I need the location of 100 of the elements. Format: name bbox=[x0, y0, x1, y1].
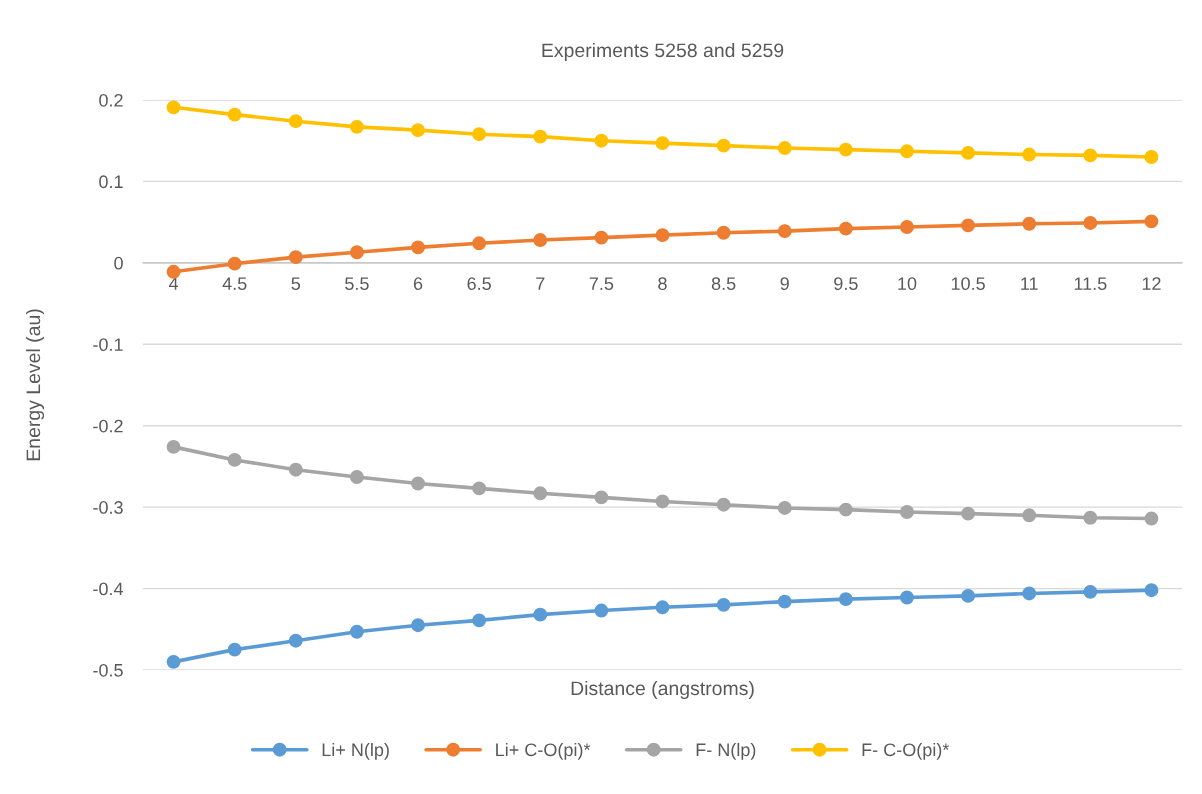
point bbox=[961, 506, 976, 521]
point bbox=[1144, 214, 1159, 229]
y-tick-label: -0.1 bbox=[93, 338, 123, 352]
point bbox=[411, 123, 425, 138]
x-tick-label: 8 bbox=[658, 277, 667, 291]
point bbox=[1144, 583, 1159, 598]
point bbox=[1022, 147, 1037, 162]
point bbox=[594, 230, 609, 245]
point bbox=[349, 624, 364, 639]
point bbox=[349, 119, 364, 134]
y-tick-label: -0.2 bbox=[93, 419, 123, 433]
point bbox=[716, 138, 731, 153]
point bbox=[777, 141, 792, 155]
point bbox=[166, 264, 181, 279]
point bbox=[716, 225, 731, 240]
point bbox=[472, 481, 487, 496]
x-tick-label: 10.5 bbox=[951, 277, 985, 291]
x-tick-label: 6 bbox=[413, 277, 423, 291]
point bbox=[716, 597, 731, 612]
point bbox=[838, 592, 853, 607]
point bbox=[166, 654, 181, 669]
point bbox=[655, 228, 670, 243]
point bbox=[1144, 511, 1159, 526]
point bbox=[716, 497, 731, 512]
point bbox=[411, 476, 425, 491]
x-tick-label: 9 bbox=[780, 277, 789, 291]
point bbox=[349, 470, 364, 484]
point bbox=[227, 256, 242, 271]
point bbox=[472, 236, 487, 251]
point bbox=[166, 100, 181, 115]
y-tick-label: -0.4 bbox=[93, 582, 124, 596]
point bbox=[1083, 584, 1098, 599]
x-tick-label: 8.5 bbox=[711, 277, 736, 291]
point bbox=[655, 494, 670, 509]
y-axis-title: Energy Level (au) bbox=[25, 309, 45, 461]
point bbox=[838, 142, 853, 157]
legend-label: Li+ N(lp) bbox=[322, 742, 389, 760]
point bbox=[1022, 586, 1037, 601]
y-tick-label: -0.5 bbox=[93, 663, 123, 677]
point bbox=[1144, 150, 1159, 164]
x-tick-label: 5.5 bbox=[345, 277, 369, 291]
point bbox=[838, 221, 853, 236]
point bbox=[227, 452, 242, 467]
point bbox=[655, 600, 670, 615]
point bbox=[227, 107, 242, 122]
point bbox=[288, 114, 303, 129]
x-tick-label: 5 bbox=[291, 277, 301, 291]
y-tick-label: 0.2 bbox=[99, 93, 123, 107]
point bbox=[1022, 216, 1037, 231]
x-tick-label: 11 bbox=[1021, 277, 1038, 290]
point bbox=[594, 603, 609, 618]
point bbox=[288, 633, 303, 648]
chart-title: Experiments 5258 and 5259 bbox=[542, 42, 784, 62]
x-tick-label: 9.5 bbox=[834, 277, 858, 291]
x-tick-label: 7 bbox=[536, 277, 545, 290]
point bbox=[533, 607, 548, 622]
point bbox=[961, 218, 976, 233]
point bbox=[227, 642, 242, 657]
point bbox=[1083, 216, 1098, 230]
legend-label: Li+ C-O(pi)* bbox=[496, 742, 591, 760]
point bbox=[472, 613, 487, 628]
point bbox=[288, 250, 303, 265]
point bbox=[1083, 148, 1098, 163]
point bbox=[411, 240, 425, 255]
x-tick-label: 12 bbox=[1142, 277, 1161, 290]
point bbox=[288, 462, 303, 477]
x-tick-label: 11.5 bbox=[1074, 277, 1107, 291]
point bbox=[961, 588, 976, 603]
point bbox=[961, 145, 976, 160]
x-tick-label: 7.5 bbox=[589, 277, 614, 291]
point bbox=[777, 594, 792, 609]
point bbox=[900, 505, 914, 519]
point bbox=[900, 144, 914, 159]
x-tick-label: 4.5 bbox=[222, 277, 247, 291]
point bbox=[777, 501, 792, 515]
x-tick-label: 4 bbox=[168, 277, 179, 290]
point bbox=[533, 486, 548, 501]
point bbox=[533, 233, 548, 248]
point bbox=[777, 224, 792, 239]
point bbox=[411, 618, 425, 633]
point bbox=[838, 502, 853, 517]
legend-label: F- C-O(pi)* bbox=[862, 742, 950, 760]
point bbox=[472, 127, 487, 142]
point bbox=[1083, 510, 1098, 525]
point bbox=[1022, 508, 1037, 523]
y-tick-label: 0 bbox=[114, 256, 123, 270]
point bbox=[349, 245, 364, 260]
x-tick-label: 6.5 bbox=[467, 277, 491, 291]
y-tick-label: 0.1 bbox=[99, 175, 123, 189]
point bbox=[533, 129, 548, 144]
point bbox=[900, 220, 914, 234]
y-tick-label: -0.3 bbox=[93, 501, 123, 514]
point bbox=[655, 136, 670, 151]
point bbox=[900, 590, 914, 605]
point bbox=[594, 133, 609, 148]
point bbox=[594, 490, 609, 505]
x-axis-title: Distance (angstroms) bbox=[571, 680, 754, 700]
point bbox=[166, 439, 181, 454]
legend-label: F- N(lp) bbox=[696, 742, 756, 760]
x-tick-label: 10 bbox=[898, 277, 917, 291]
